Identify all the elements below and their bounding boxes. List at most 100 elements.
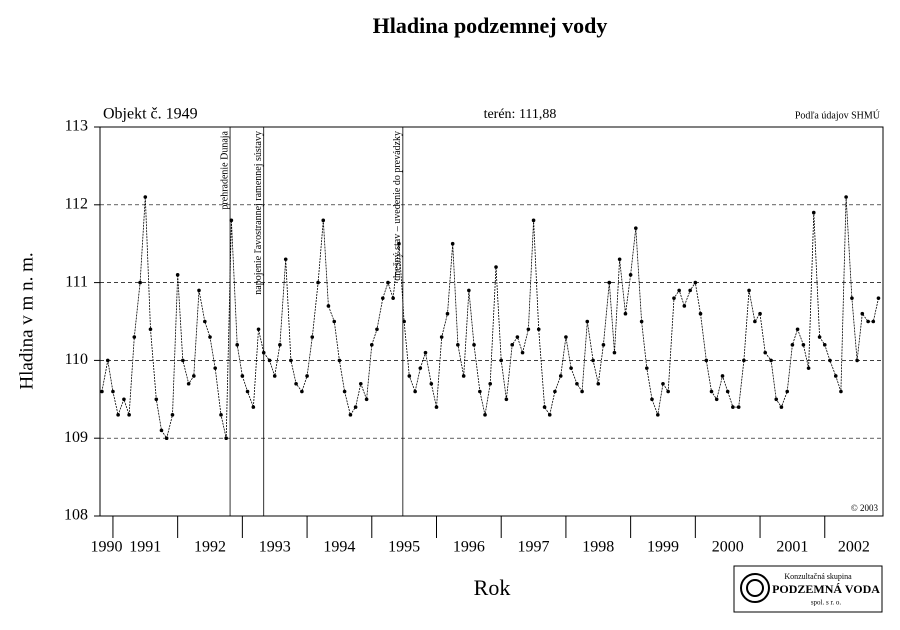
data-point — [251, 405, 256, 409]
data-point — [504, 397, 509, 402]
data-point — [429, 381, 434, 386]
data-point — [267, 358, 272, 363]
data-point — [386, 280, 390, 285]
source-label: Podľa údajov SHMÚ — [795, 109, 881, 121]
data-point — [434, 405, 439, 409]
data-point — [245, 389, 250, 394]
data-point — [326, 304, 331, 308]
data-point — [558, 374, 563, 378]
data-point — [494, 265, 498, 269]
data-point — [866, 319, 870, 324]
data-point — [617, 257, 622, 262]
data-point — [731, 405, 735, 409]
data-point — [170, 413, 175, 417]
data-point — [693, 280, 698, 285]
data-point — [763, 350, 768, 355]
data-point — [564, 335, 568, 339]
data-point — [607, 280, 612, 285]
data-point — [769, 358, 773, 363]
data-point — [811, 210, 816, 215]
event-label: dnešný stav – uvedenie do prevádzky — [392, 131, 403, 281]
data-point — [105, 358, 110, 363]
data-point — [591, 358, 595, 363]
data-point — [839, 389, 843, 394]
data-point — [364, 397, 369, 402]
data-point — [461, 374, 466, 378]
x-tick-label: 1997 — [518, 539, 550, 556]
data-point — [499, 358, 504, 363]
y-axis-label: Hladina v m n. m. — [16, 252, 37, 389]
data-point — [478, 389, 482, 394]
data-point — [553, 389, 557, 394]
data-point — [450, 241, 455, 246]
data-point — [100, 389, 104, 394]
data-point — [844, 195, 848, 199]
data-point — [154, 397, 159, 402]
data-point — [656, 413, 660, 417]
data-point — [256, 327, 261, 332]
data-point — [127, 413, 131, 417]
x-tick-label: 2001 — [776, 539, 808, 556]
data-point — [305, 374, 309, 378]
data-point — [806, 366, 811, 370]
data-point — [483, 413, 487, 417]
data-point — [666, 389, 670, 394]
data-point — [833, 374, 838, 378]
data-point — [229, 218, 234, 223]
x-tick-label: 1998 — [582, 539, 614, 556]
data-point — [316, 280, 320, 285]
data-point — [164, 436, 169, 441]
data-point — [510, 343, 515, 347]
data-point — [380, 296, 385, 300]
data-point — [688, 288, 692, 293]
data-point — [569, 366, 573, 370]
data-point — [801, 343, 806, 347]
data-point — [520, 350, 525, 355]
data-point — [148, 327, 153, 332]
data-point — [672, 296, 676, 300]
data-point — [536, 327, 541, 332]
data-point — [353, 405, 358, 409]
data-point — [547, 413, 552, 417]
x-tick-label: 1999 — [647, 539, 679, 556]
data-point — [774, 397, 779, 402]
y-tick-label: 113 — [65, 118, 88, 135]
data-point — [321, 218, 326, 223]
logo-icon — [746, 579, 764, 597]
data-point — [725, 389, 730, 394]
data-point — [445, 311, 450, 316]
data-point — [575, 381, 579, 386]
data-point — [132, 335, 137, 339]
data-point — [790, 343, 795, 347]
x-tick-label: 1990 — [90, 539, 122, 556]
data-point — [645, 366, 649, 370]
data-point — [397, 241, 401, 246]
logo: Konzultačná skupina PODZEMNÁ VODA spol. … — [733, 565, 883, 613]
event-label: prehradenie Dunaja — [219, 130, 230, 209]
data-point — [240, 374, 245, 378]
data-point — [289, 358, 293, 363]
data-point — [467, 288, 471, 293]
chart-title: Hladina podzemnej vody — [373, 13, 608, 38]
data-point — [159, 428, 164, 433]
data-point — [817, 335, 822, 339]
data-point — [272, 374, 277, 378]
data-point — [639, 319, 644, 324]
data-point — [677, 288, 681, 293]
data-point — [203, 319, 207, 324]
data-point — [261, 350, 266, 355]
logo-text: Konzultačná skupina — [784, 572, 852, 581]
data-point — [143, 195, 148, 199]
series-line — [101, 196, 879, 440]
data-point — [391, 296, 395, 300]
data-point — [423, 350, 428, 355]
data-point — [111, 389, 115, 394]
data-point — [585, 319, 590, 324]
data-point — [661, 381, 665, 386]
data-point — [601, 343, 606, 347]
data-point — [682, 304, 687, 308]
data-point — [138, 280, 142, 285]
data-point — [596, 381, 601, 386]
x-tick-label: 1996 — [453, 539, 485, 556]
